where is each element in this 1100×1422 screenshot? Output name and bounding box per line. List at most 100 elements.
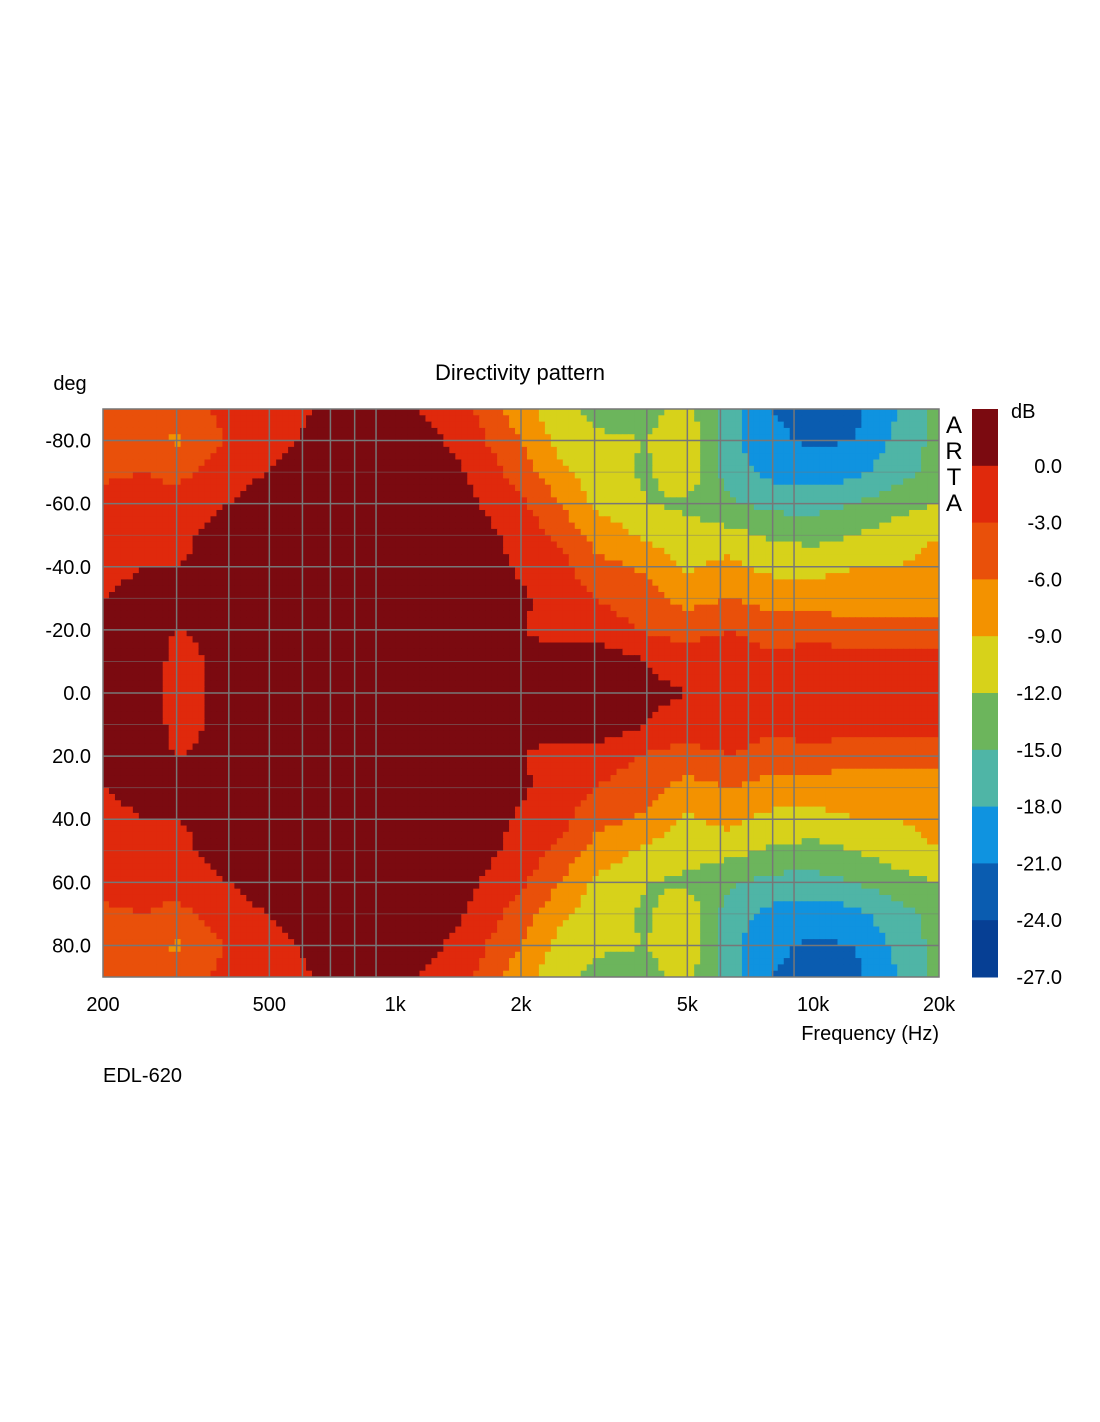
heatmap-cell bbox=[574, 566, 582, 574]
heatmap-cell bbox=[515, 535, 522, 543]
heatmap-cell bbox=[598, 522, 606, 530]
heatmap-cell bbox=[730, 560, 737, 568]
heatmap-cell bbox=[329, 421, 337, 429]
heatmap-cell bbox=[485, 629, 492, 637]
heatmap-cell bbox=[258, 535, 265, 543]
heatmap-cell bbox=[718, 409, 725, 416]
heatmap-cell bbox=[550, 547, 558, 555]
heatmap-cell bbox=[753, 434, 761, 442]
heatmap-cell bbox=[365, 440, 373, 448]
heatmap-cell bbox=[120, 528, 128, 536]
heatmap-cell bbox=[789, 491, 797, 498]
heatmap-cell bbox=[801, 617, 809, 625]
heatmap-cell bbox=[849, 516, 856, 524]
heatmap-cell bbox=[150, 503, 158, 511]
heatmap-cell bbox=[198, 434, 206, 442]
heatmap-cell bbox=[419, 579, 427, 587]
heatmap-cell bbox=[317, 516, 325, 524]
heatmap-cell bbox=[921, 440, 928, 448]
heatmap-cell bbox=[730, 566, 737, 574]
heatmap-cell bbox=[873, 509, 880, 517]
heatmap-cell bbox=[771, 541, 779, 549]
heatmap-cell bbox=[783, 509, 791, 517]
heatmap-cell bbox=[885, 409, 892, 416]
heatmap-cell bbox=[132, 554, 140, 562]
heatmap-cell bbox=[915, 434, 922, 442]
heatmap-cell bbox=[652, 491, 659, 498]
heatmap-cell bbox=[855, 522, 862, 530]
heatmap-cell bbox=[616, 503, 624, 511]
heatmap-cell bbox=[150, 554, 158, 562]
heatmap-cell bbox=[156, 497, 164, 505]
heatmap-cell bbox=[646, 592, 653, 599]
heatmap-cell bbox=[765, 573, 773, 580]
heatmap-cell bbox=[795, 604, 803, 612]
heatmap-cell bbox=[909, 434, 916, 442]
heatmap-cell bbox=[461, 503, 468, 511]
heatmap-cell bbox=[491, 541, 498, 549]
heatmap-cell bbox=[401, 459, 409, 467]
heatmap-cell bbox=[849, 472, 856, 480]
heatmap-cell bbox=[526, 415, 534, 423]
heatmap-cell bbox=[335, 522, 343, 530]
heatmap-cell bbox=[383, 465, 391, 473]
heatmap-cell bbox=[252, 585, 259, 593]
heatmap-cell bbox=[509, 459, 516, 467]
heatmap-cell bbox=[377, 415, 385, 423]
heatmap-cell bbox=[180, 516, 188, 524]
heatmap-cell bbox=[586, 535, 594, 543]
heatmap-cell bbox=[491, 547, 498, 555]
heatmap-cell bbox=[103, 497, 110, 505]
heatmap-cell bbox=[813, 472, 821, 480]
heatmap-cell bbox=[323, 465, 331, 473]
heatmap-cell bbox=[431, 573, 438, 580]
heatmap-cell bbox=[652, 522, 659, 530]
heatmap-cell bbox=[580, 617, 588, 625]
heatmap-cell bbox=[777, 522, 785, 530]
heatmap-cell bbox=[389, 522, 397, 530]
heatmap-cell bbox=[765, 579, 773, 587]
heatmap-cell bbox=[532, 541, 540, 549]
heatmap-cell bbox=[126, 478, 134, 486]
heatmap-cell bbox=[532, 409, 540, 416]
heatmap-cell bbox=[586, 604, 594, 612]
heatmap-cell bbox=[204, 446, 212, 454]
heatmap-cell bbox=[897, 592, 904, 599]
heatmap-cell bbox=[700, 623, 707, 631]
heatmap-cell bbox=[395, 415, 403, 423]
heatmap-cell bbox=[353, 459, 361, 467]
heatmap-cell bbox=[228, 604, 235, 612]
heatmap-cell bbox=[198, 585, 206, 593]
heatmap-cell bbox=[335, 478, 343, 486]
heatmap-cell bbox=[718, 446, 725, 454]
heatmap-cell bbox=[114, 421, 122, 429]
heatmap-cell bbox=[855, 434, 862, 442]
heatmap-cell bbox=[132, 409, 140, 416]
heatmap-cell bbox=[933, 484, 939, 492]
heatmap-cell bbox=[628, 478, 636, 486]
heatmap-cell bbox=[676, 573, 683, 580]
heatmap-cell bbox=[921, 491, 928, 498]
heatmap-cell bbox=[479, 617, 486, 625]
heatmap-cell bbox=[323, 421, 331, 429]
heatmap-cell bbox=[771, 560, 779, 568]
heatmap-cell bbox=[491, 509, 498, 517]
heatmap-cell bbox=[783, 604, 791, 612]
heatmap-cell bbox=[544, 446, 552, 454]
heatmap-cell bbox=[873, 522, 880, 530]
heatmap-cell bbox=[598, 427, 606, 435]
heatmap-cell bbox=[503, 541, 510, 549]
heatmap-cell bbox=[825, 617, 833, 625]
heatmap-cell bbox=[449, 610, 456, 618]
heatmap-cell bbox=[616, 598, 624, 606]
heatmap-cell bbox=[497, 573, 504, 580]
heatmap-cell bbox=[144, 573, 152, 580]
heatmap-cell bbox=[103, 560, 110, 568]
heatmap-cell bbox=[126, 465, 134, 473]
heatmap-cell bbox=[813, 541, 821, 549]
heatmap-cell bbox=[461, 421, 468, 429]
heatmap-cell bbox=[795, 592, 803, 599]
heatmap-cell bbox=[497, 503, 504, 511]
heatmap-cell bbox=[353, 503, 361, 511]
heatmap-cell bbox=[431, 465, 438, 473]
